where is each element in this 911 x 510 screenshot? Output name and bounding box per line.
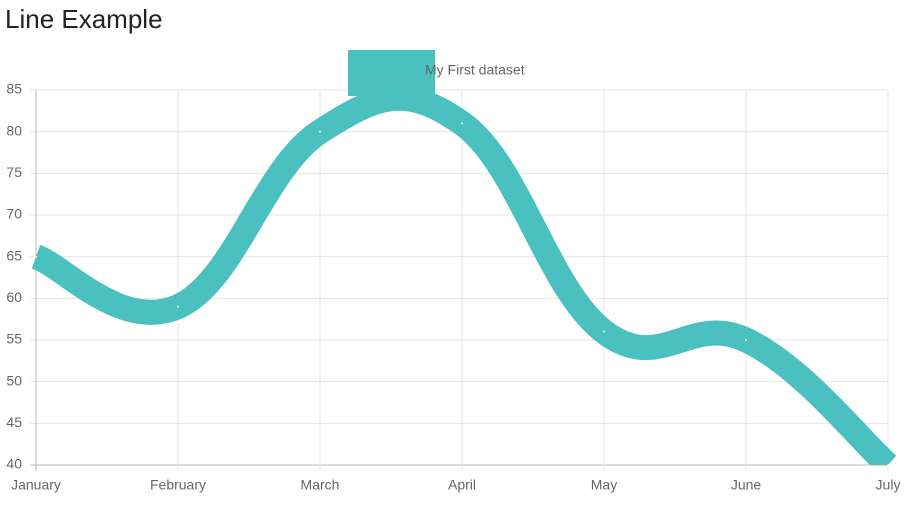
x-tick-label: February (150, 477, 206, 493)
y-tick-label: 40 (6, 456, 22, 472)
data-point (745, 339, 747, 341)
data-point (35, 255, 37, 258)
y-tick-label: 80 (6, 122, 22, 138)
y-tick-label: 65 (6, 247, 22, 263)
x-tick-label: March (301, 477, 340, 493)
x-tick-label: May (591, 477, 617, 493)
data-point (177, 305, 179, 308)
y-tick-label: 55 (6, 331, 22, 347)
y-tick-label: 70 (6, 206, 22, 222)
x-tick-label: January (11, 477, 61, 493)
chart-title: Line Example (5, 4, 163, 34)
plot-area (30, 86, 897, 465)
y-tick-label: 85 (6, 81, 22, 97)
x-tick-label: June (731, 477, 762, 493)
legend-swatch (348, 50, 435, 96)
data-point (461, 122, 463, 125)
legend-label: My First dataset (425, 62, 525, 78)
data-point (887, 464, 889, 465)
y-tick-label: 60 (6, 289, 22, 305)
data-point (319, 130, 321, 133)
data-point (603, 330, 605, 333)
x-tick-label: July (876, 477, 901, 493)
x-tick-label: April (448, 477, 476, 493)
grid (30, 89, 889, 471)
y-tick-label: 45 (6, 414, 22, 430)
y-tick-label: 50 (6, 372, 22, 388)
y-tick-label: 75 (6, 164, 22, 180)
